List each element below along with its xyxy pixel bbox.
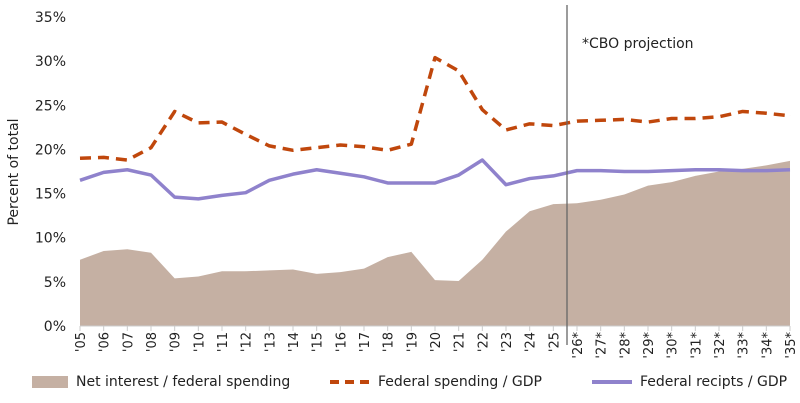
x-tick-label: '15 — [311, 332, 326, 352]
x-tick-label: '09 — [169, 332, 184, 352]
x-tick-label: '33* — [737, 332, 752, 359]
y-axis: 0% 5% 10% 15% 20% 25% 30% 35% — [35, 10, 66, 335]
x-tick-label: '17 — [358, 332, 373, 352]
y-tick-label: 15% — [35, 187, 66, 203]
x-tick-label: '35* — [784, 332, 799, 359]
y-tick-label: 20% — [35, 142, 66, 158]
x-tick-label: '21 — [453, 332, 468, 352]
x-tick-label: '14 — [287, 332, 302, 352]
x-tick-label: '13 — [263, 332, 278, 352]
x-tick-label: '07 — [121, 332, 136, 352]
x-tick-label: '16 — [334, 332, 349, 352]
legend-label: Net interest / federal spending — [76, 374, 291, 390]
x-tick-label: '25 — [547, 332, 562, 352]
legend-item-net-interest: Net interest / federal spending — [32, 374, 290, 390]
x-tick-label: '05 — [74, 332, 89, 352]
x-tick-label: '11 — [216, 332, 231, 352]
x-tick-label: '32* — [713, 332, 728, 359]
x-tick-label: '24 — [524, 332, 539, 352]
y-tick-label: 5% — [44, 275, 66, 291]
x-tick-label: '29* — [642, 332, 657, 359]
x-tick-label: '12 — [240, 332, 255, 352]
chart-svg: 0% 5% 10% 15% 20% 25% 30% 35% '05 '06 '07 '08 '09 '1… — [6, 5, 799, 359]
legend-item-spending: Federal spending / GDP — [330, 374, 542, 390]
x-tick-label: '30* — [666, 332, 681, 359]
x-tick-label: '18 — [382, 332, 397, 352]
y-tick-label: 10% — [35, 231, 66, 247]
x-tick-label: '31* — [689, 332, 704, 359]
x-tick-label: '10 — [192, 332, 207, 352]
x-tick-label: '22 — [476, 332, 491, 352]
y-tick-label: 25% — [35, 98, 66, 114]
x-tick-label: '26* — [571, 332, 586, 359]
series-group — [79, 55, 791, 326]
legend-label: Federal spending / GDP — [378, 374, 542, 390]
series-area-net-interest — [80, 160, 790, 326]
x-tick-label: '08 — [145, 332, 160, 352]
x-tick-label: '20 — [429, 332, 444, 352]
x-tick-label: '06 — [98, 332, 113, 352]
x-tick-label: '19 — [405, 332, 420, 352]
x-tick-label: '34* — [760, 332, 775, 359]
y-tick-label: 35% — [35, 10, 66, 26]
legend-label: Federal recipts / GDP — [640, 374, 788, 390]
series-line-spending — [79, 55, 791, 162]
legend-swatch-dashed — [330, 380, 370, 384]
projection-annotation: *CBO projection — [582, 36, 694, 52]
legend-swatch-solid — [592, 380, 632, 384]
x-tick-label: '28* — [618, 332, 633, 359]
y-tick-label: 30% — [35, 54, 66, 70]
legend-item-receipts: Federal recipts / GDP — [592, 374, 787, 390]
legend-swatch-area — [32, 376, 68, 388]
x-axis: '05 '06 '07 '08 '09 '10 '11 '12 '13 '14 '15 '16 '17 '… — [74, 325, 799, 359]
x-tick-label: '27* — [595, 332, 610, 359]
legend: Net interest / federal spending Federal … — [0, 374, 800, 398]
y-tick-label: 0% — [44, 319, 66, 335]
y-axis-label: Percent of total — [6, 118, 22, 225]
x-tick-label: '23 — [500, 332, 515, 352]
